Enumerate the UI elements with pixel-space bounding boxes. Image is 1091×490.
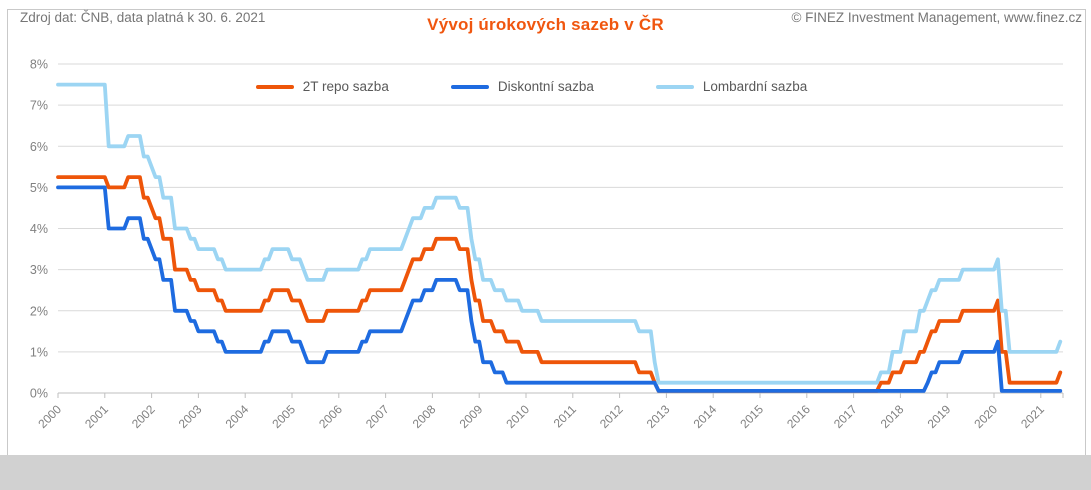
series-line-diskontn-sazba	[56, 185, 1063, 393]
legend-item-discount: Diskontní sazba	[450, 79, 594, 94]
chart-legend: 2T repo sazba Diskontní sazba Lombardní …	[0, 79, 1077, 94]
legend-label-discount: Diskontní sazba	[497, 79, 594, 94]
legend-label-lombard: Lombardní sazba	[702, 79, 808, 94]
chart-canvas: 0%1%2%3%4%5%6%7%8%2000 2001 2002 2003 2004 20…	[30, 58, 1064, 431]
chart-title: Vývoj úrokových sazeb v ČR	[427, 15, 664, 34]
svg-text:8%: 8%	[30, 58, 48, 72]
legend-label-repo: 2T repo sazba	[302, 79, 389, 94]
y-axis-labels: 0% 1% 2% 3% 4% 5% 6% 7% 8%	[30, 58, 48, 401]
svg-text:5%: 5%	[30, 181, 48, 195]
svg-text:7%: 7%	[30, 99, 48, 113]
svg-text:0%: 0%	[30, 387, 48, 401]
discount-line-swatch-icon	[450, 84, 489, 89]
svg-text:6%: 6%	[30, 140, 48, 154]
legend-item-lombard: Lombardní sazba	[655, 79, 808, 94]
svg-text:1%: 1%	[30, 345, 48, 359]
series-line-lombardn-sazba	[56, 82, 1063, 385]
footer-band	[0, 455, 1091, 490]
x-axis-ticks	[57, 393, 1064, 398]
svg-text:4%: 4%	[30, 222, 48, 236]
svg-text:2%: 2%	[30, 304, 48, 318]
svg-text:3%: 3%	[30, 263, 48, 277]
chart-border	[7, 9, 1086, 456]
footer-copyright-text: © FINEZ Investment Management, www.finez…	[791, 10, 1082, 25]
footer-source-text: Zdroj dat: ČNB, data platná k 30. 6. 202…	[20, 10, 266, 25]
legend-item-repo: 2T repo sazba	[255, 79, 389, 94]
series-line-2t-repo-sazba	[56, 175, 1063, 393]
lombard-line-swatch-icon	[655, 84, 694, 89]
repo-line-swatch-icon	[255, 84, 294, 89]
